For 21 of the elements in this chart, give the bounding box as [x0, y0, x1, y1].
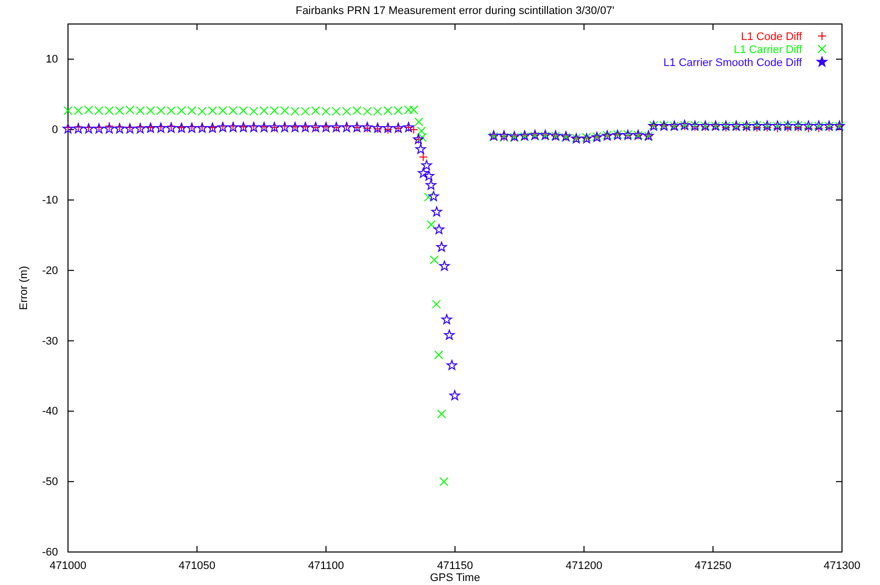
x-tick-label: 471000: [50, 560, 86, 572]
x-tick-label: 471200: [566, 560, 602, 572]
y-tick-label: -60: [42, 546, 58, 559]
y-axis-title: Error (m): [18, 266, 30, 310]
legend-label: L1 Carrier Diff: [734, 44, 803, 56]
legend-label: L1 Code Diff: [741, 31, 803, 43]
y-tick-label: -50: [42, 476, 58, 488]
x-tick-label: 471300: [824, 560, 860, 572]
y-tick-label: 0: [52, 124, 58, 136]
x-axis-title: GPS Time: [430, 572, 480, 584]
y-tick-label: -30: [42, 335, 58, 348]
y-tick-label: -40: [42, 406, 58, 418]
x-tick-label: 471150: [437, 560, 473, 572]
y-tick-label: 10: [46, 54, 58, 66]
y-tick-label: -10: [42, 194, 58, 207]
x-tick-label: 471100: [308, 560, 344, 572]
x-tick-label: 471250: [694, 560, 732, 572]
legend-label: L1 Carrier Smooth Code Diff: [663, 57, 803, 69]
x-tick-label: 471050: [178, 560, 216, 572]
chart-title: Fairbanks PRN 17 Measurement error during scintillation 3/30/07': [296, 5, 614, 17]
y-tick-label: -20: [42, 264, 58, 277]
